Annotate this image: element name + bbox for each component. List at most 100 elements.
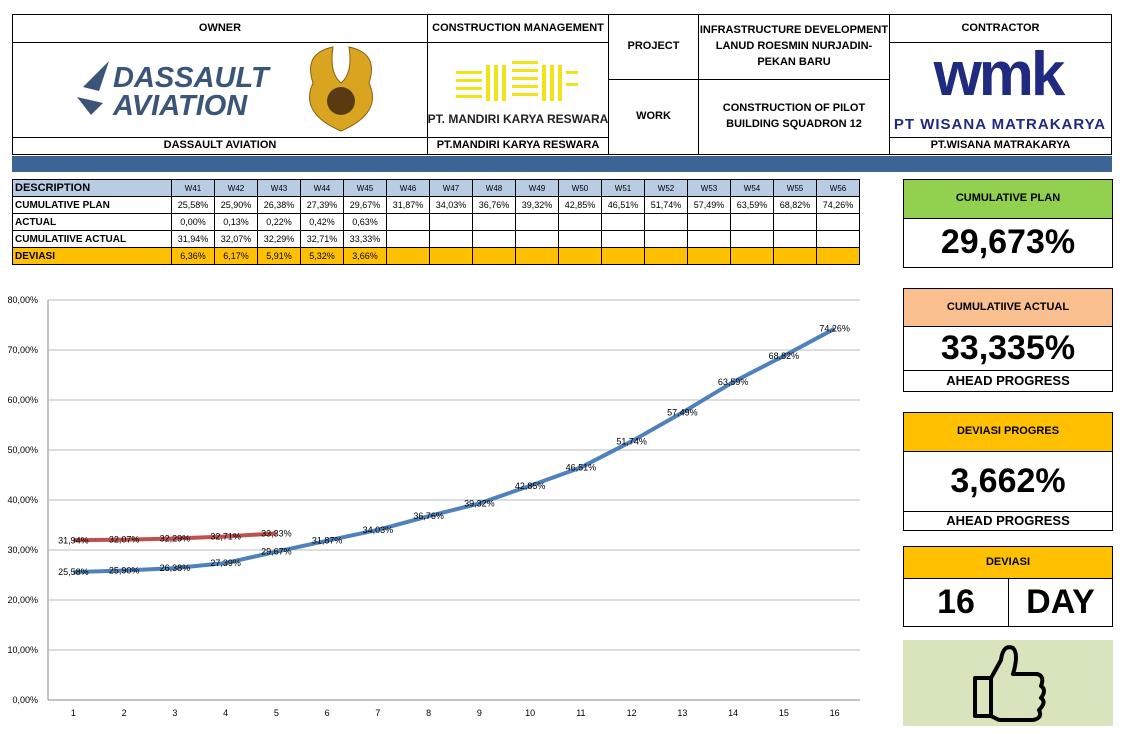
table-cell: 5,32% (300, 247, 344, 265)
table-cell (816, 247, 860, 265)
actual-label: CUMULATIIVE ACTUAL (903, 288, 1113, 327)
data-label: 31,94% (58, 535, 89, 545)
table-cell (558, 247, 602, 265)
x-tick-label: 3 (172, 708, 177, 718)
data-label: 33,33% (261, 528, 292, 538)
table-cell: W46 (386, 179, 430, 197)
data-label: 46,51% (566, 462, 597, 472)
table-cell (730, 247, 774, 265)
thumbs-up (973, 645, 1046, 722)
x-tick-label: 12 (627, 708, 637, 718)
data-label: 29,67% (261, 547, 292, 557)
y-tick-label: 30,00% (7, 545, 38, 555)
contractor-logo-box: wmk PT WISANA MATRAKARYA (889, 42, 1112, 138)
data-label: 25,90% (109, 566, 140, 576)
table-cell (429, 247, 473, 265)
data-label: 32,07% (109, 535, 140, 545)
x-tick-label: 4 (223, 708, 228, 718)
contractor-title: CONTRACTOR (889, 14, 1112, 43)
data-label: 26,38% (160, 563, 191, 573)
data-label: 36,76% (413, 511, 444, 521)
data-label: 51,74% (616, 436, 647, 446)
chart: 0,00% 10,00% 20,00% 30,00% 40,00% 50,00% 60,00… (7, 295, 860, 718)
table-cell: W53 (687, 179, 731, 197)
table-cell: W43 (257, 179, 301, 197)
deviasi-progres-label: DEVIASI PROGRES (903, 412, 1113, 452)
bars (456, 61, 578, 101)
x-tick-label: 2 (122, 708, 127, 718)
logo-text: AVIATION (112, 90, 248, 122)
table-cell: W48 (472, 179, 516, 197)
contractor-logo: wmk PT WISANA MATRAKARYA (894, 43, 1106, 133)
deviasi-progres-value: 3,662% (903, 451, 1113, 512)
table-cell (773, 247, 817, 265)
table-cell: W42 (214, 179, 258, 197)
series-line (73, 531, 277, 543)
table-cell: DEVIASI (12, 247, 172, 265)
logo-text: DASSAULT (113, 62, 271, 94)
deviasi-label: DEVIASI (903, 546, 1113, 579)
band (12, 156, 1112, 172)
owner-logo: DASSAULT AVIATION (77, 46, 373, 132)
table-cell (687, 247, 731, 265)
table-cell: W41 (171, 179, 215, 197)
x-tick-label: 9 (477, 708, 482, 718)
table-cell (386, 247, 430, 265)
progress-table: DESCRIPTION W41 W42 W43 W44 W45 W46 W47 W48 W49 W5… (12, 179, 860, 265)
x-tick-label: 6 (325, 708, 330, 718)
x-tick-label: 1 (71, 708, 76, 718)
dassault-mark (77, 61, 109, 115)
deviasi-progres-note: AHEAD PROGRESS (903, 511, 1113, 531)
data-label: 63,59% (718, 377, 749, 387)
y-tick-label: 50,00% (7, 445, 38, 455)
owner-logo-box: DASSAULT AVIATION (12, 42, 428, 138)
table-cell: 3,66% (343, 247, 387, 265)
table-cell: W56 (816, 179, 860, 197)
table-cell: W55 (773, 179, 817, 197)
emblem (309, 46, 373, 132)
table-row: DESCRIPTION W41 W42 W43 W44 W45 W46 W47 W48 W49 W5… (12, 179, 860, 197)
actual-value: 33,335% (903, 326, 1113, 371)
wmk-logo: wmk (933, 43, 1066, 109)
table-cell (601, 247, 645, 265)
plan-value: 29,673% (903, 218, 1113, 268)
data-label: 27,39% (210, 558, 241, 568)
table-cell: 6,36% (171, 247, 215, 265)
data-label: 74,26% (819, 324, 850, 334)
project-value: INFRASTRUCTURE DEVELOPMENT LANUD ROESMIN… (698, 14, 890, 80)
x-tick-label: 11 (576, 708, 585, 718)
y-tick-label: 10,00% (7, 645, 38, 655)
x-tick-label: 13 (677, 708, 687, 718)
data-label: 42,85% (515, 481, 546, 491)
y-tick-label: 80,00% (7, 295, 38, 305)
contractor-name: PT.WISANA MATRAKARYA (889, 137, 1112, 155)
data-label: 32,29% (160, 534, 191, 544)
x-tick-label: 5 (274, 708, 279, 718)
table-cell: DESCRIPTION (12, 179, 172, 197)
x-tick-label: 16 (830, 708, 840, 718)
x-tick-label: 10 (525, 708, 535, 718)
data-label: 32,71% (210, 531, 241, 541)
table-cell: W44 (300, 179, 344, 197)
y-tick-label: 70,00% (7, 345, 38, 355)
y-tick-label: 60,00% (7, 395, 38, 405)
data-label: 25,58% (58, 567, 89, 577)
x-tick-label: 15 (779, 708, 789, 718)
cm-logo-text: PT. MANDIRI KARYA RESWARA (428, 112, 608, 126)
table-row: CUMULATIVE PLAN 25,58% 25,90% 26,38% 27,39% 2… (12, 196, 860, 214)
work-value: CONSTRUCTION OF PILOT BUILDING SQUADRON … (698, 79, 890, 155)
series-line (73, 326, 836, 575)
thumb-box (903, 640, 1113, 726)
cm-logo-box: PT. MANDIRI KARYA RESWARA (427, 42, 609, 138)
table-cell (515, 247, 559, 265)
data-label: 34,03% (363, 525, 394, 535)
table-cell: W45 (343, 179, 387, 197)
data-label: 39,32% (464, 498, 495, 508)
table-cell: W54 (730, 179, 774, 197)
plan-label: CUMULATIVE PLAN (903, 179, 1113, 219)
y-tick-label: 40,00% (7, 495, 38, 505)
y-tick-label: 0,00% (12, 695, 38, 705)
wmk-logo-name: PT WISANA MATRAKARYA (894, 116, 1106, 133)
cm-logo: PT. MANDIRI KARYA RESWARA (428, 61, 608, 126)
